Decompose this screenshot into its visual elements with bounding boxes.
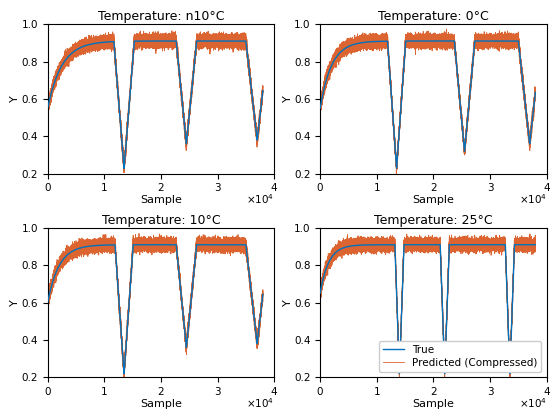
Title: Temperature: n10°C: Temperature: n10°C [97, 10, 224, 23]
X-axis label: Sample: Sample [413, 399, 454, 409]
Title: Temperature: 25°C: Temperature: 25°C [374, 214, 493, 227]
Text: $\times10^4$: $\times10^4$ [519, 396, 547, 410]
Y-axis label: Y: Y [10, 299, 20, 306]
Title: Temperature: 0°C: Temperature: 0°C [378, 10, 489, 23]
Y-axis label: Y: Y [282, 299, 292, 306]
Y-axis label: Y: Y [10, 96, 20, 102]
Title: Temperature: 10°C: Temperature: 10°C [101, 214, 220, 227]
X-axis label: Sample: Sample [140, 195, 182, 205]
X-axis label: Sample: Sample [413, 195, 454, 205]
X-axis label: Sample: Sample [140, 399, 182, 409]
Y-axis label: Y: Y [282, 96, 292, 102]
Legend: True, Predicted (Compressed): True, Predicted (Compressed) [379, 341, 542, 372]
Text: $\times10^4$: $\times10^4$ [246, 192, 274, 206]
Text: $\times10^4$: $\times10^4$ [519, 192, 547, 206]
Text: $\times10^4$: $\times10^4$ [246, 396, 274, 410]
